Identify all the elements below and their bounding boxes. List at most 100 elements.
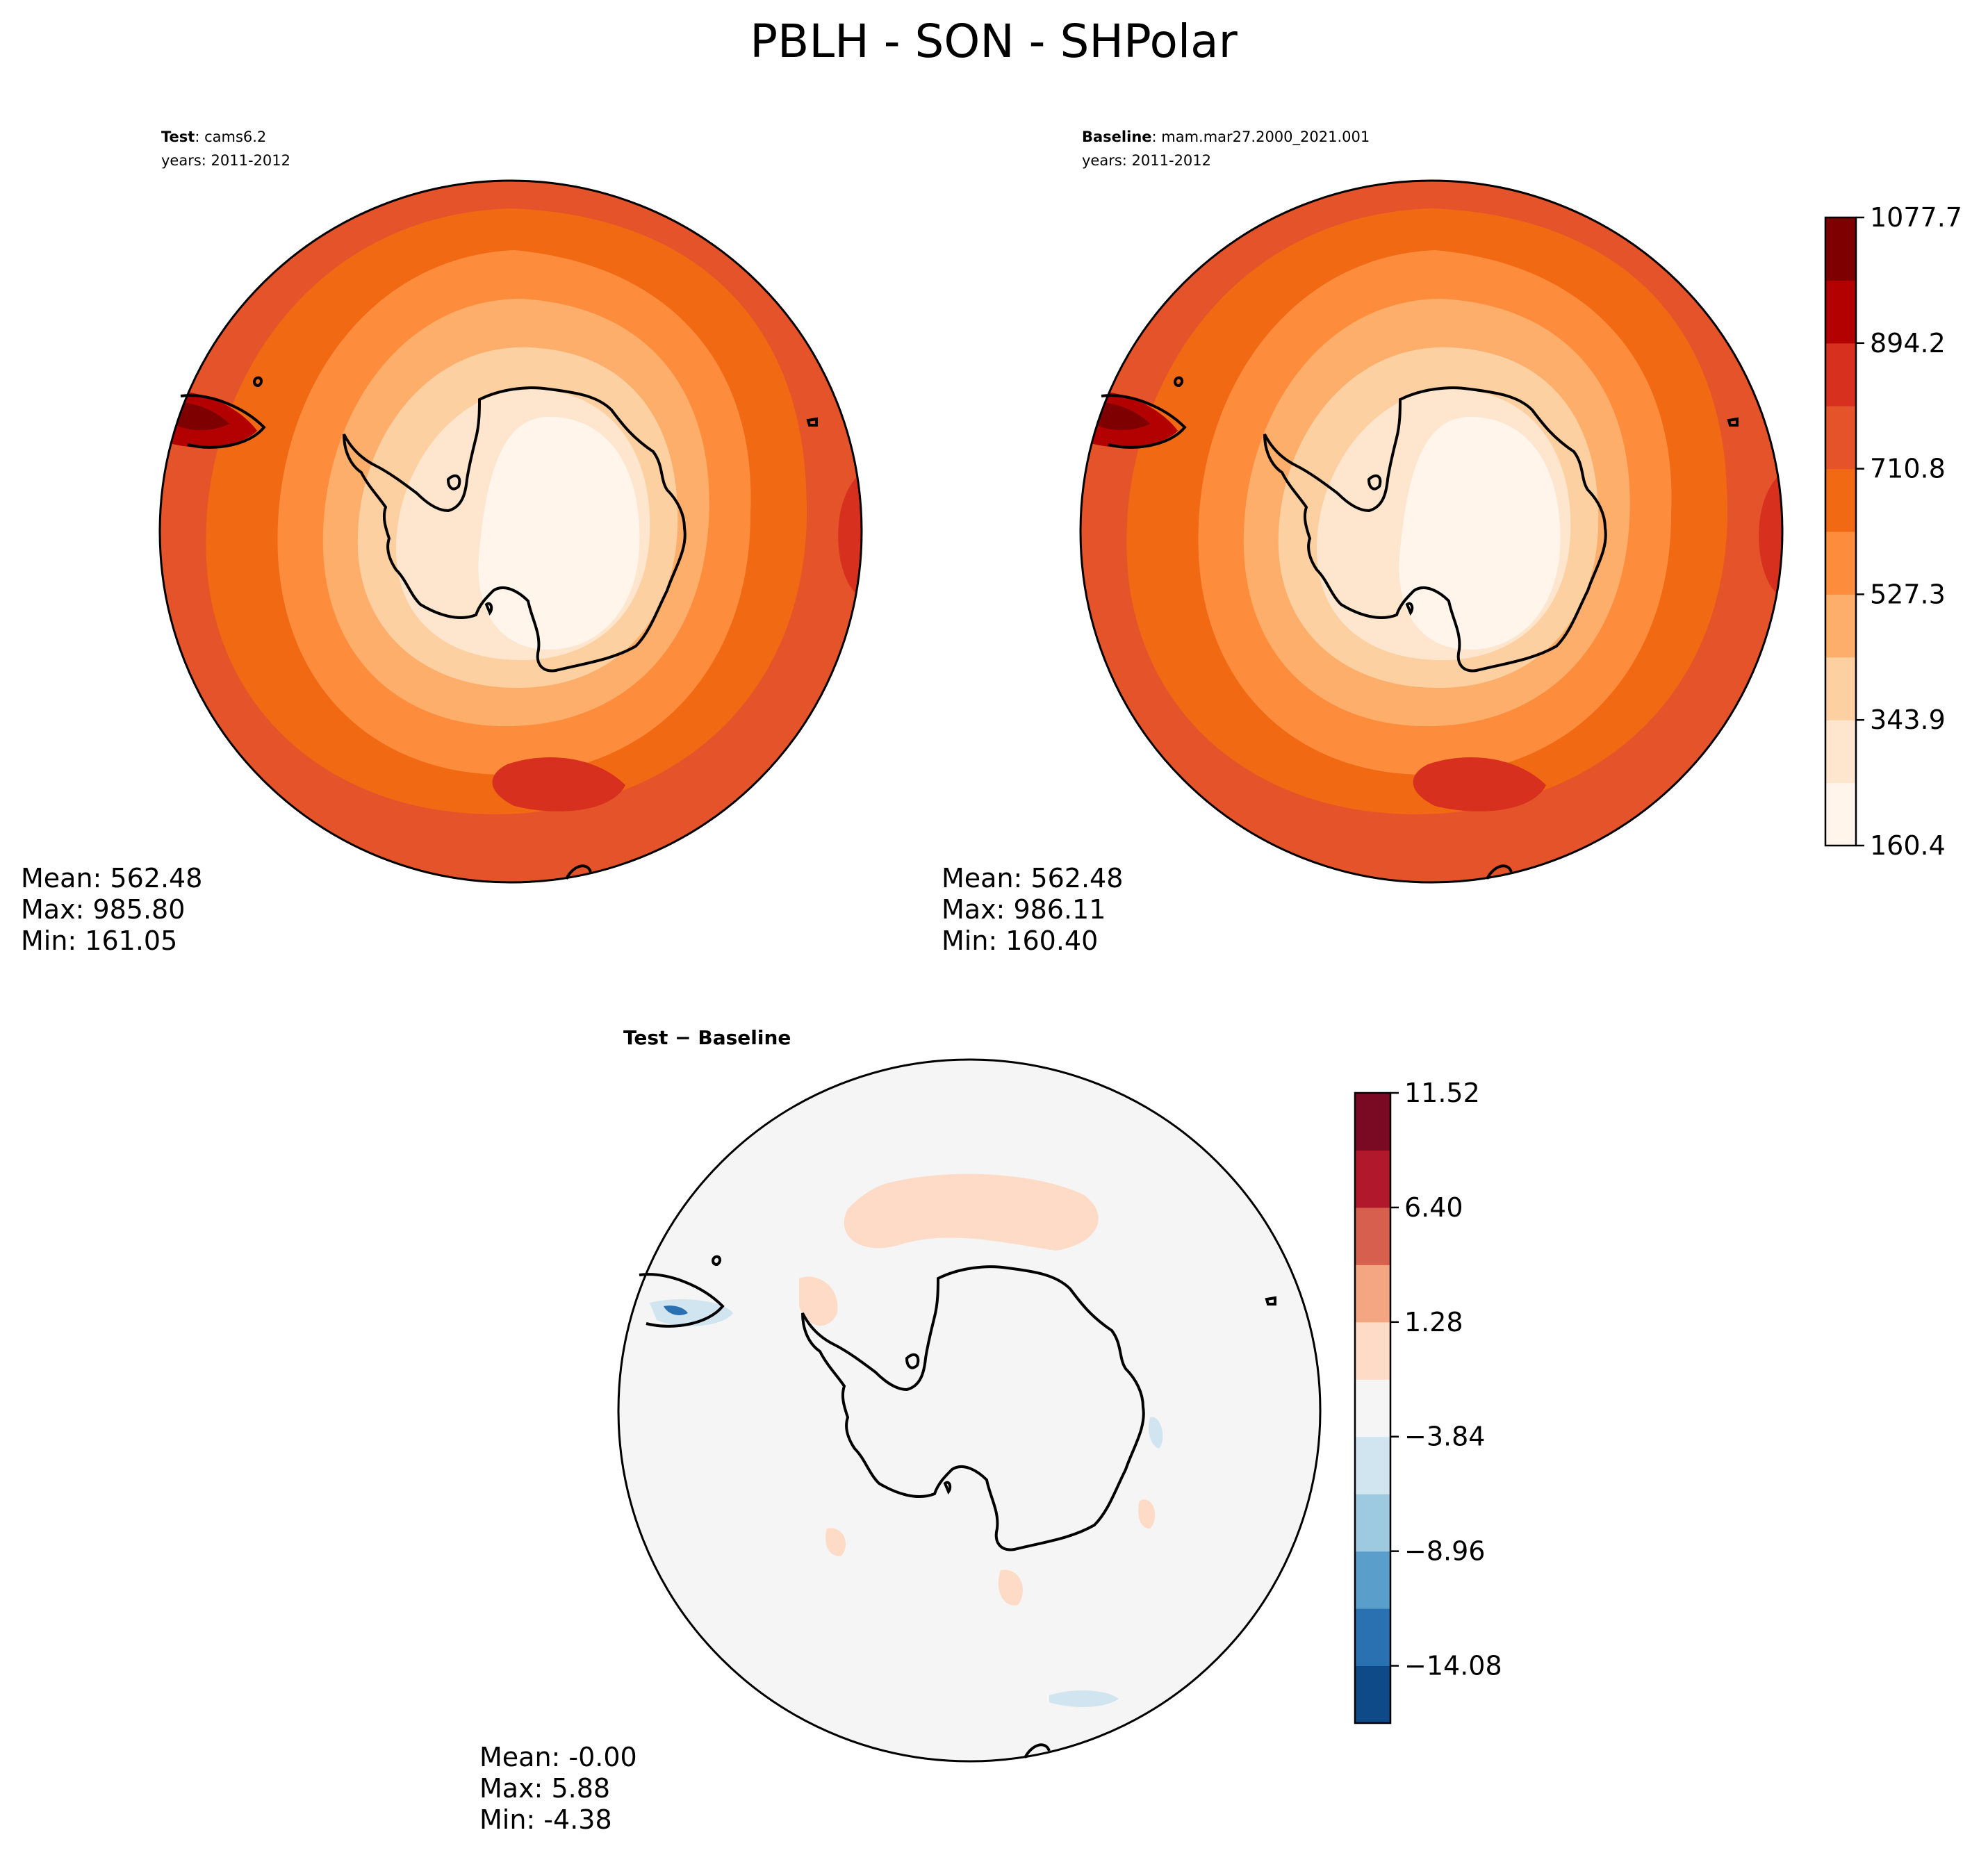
baseline-mean: Mean: 562.48 — [942, 863, 1123, 893]
diff-negative-patch-right — [1149, 1417, 1163, 1449]
main-colorbar-block — [1825, 406, 1856, 470]
diff-antarctica-coastline — [801, 1265, 1145, 1551]
main-colorbar-blocks — [1825, 217, 1856, 846]
baseline-new-zealand-tip — [1486, 864, 1513, 880]
diff-colorbar-block — [1355, 1379, 1390, 1438]
test-panel-label: Test: cams6.2 — [161, 129, 266, 145]
diff-colorbar-block — [1355, 1265, 1390, 1323]
main-colorbar-block — [1825, 782, 1856, 846]
main-colorbar-block — [1825, 280, 1856, 344]
test-label-bold: Test — [161, 129, 195, 145]
test-island-1 — [446, 474, 461, 491]
main-colorbar-tick-label: 527.3 — [1870, 579, 1946, 609]
baseline-band-lightest — [1399, 417, 1561, 650]
diff-colorbar-block — [1355, 1551, 1390, 1609]
diff-colorbar-block — [1355, 1494, 1390, 1552]
diff-colorbar-block — [1355, 1150, 1390, 1208]
diff-negative-core-drake — [664, 1306, 688, 1315]
diff-colorbar: −14.08 −8.96 −3.84 1.28 6.40 11.52 — [1354, 1078, 1502, 1724]
diff-panel: Test − Baseline Mean: -0.00 Max: 5.88 Mi… — [479, 1026, 1322, 1835]
diff-map-border — [617, 1058, 1322, 1763]
diff-colorbar-tick-label: 1.28 — [1404, 1307, 1463, 1337]
main-colorbar-tick-label: 894.2 — [1870, 328, 1946, 359]
diff-colorbar-block — [1355, 1207, 1390, 1265]
baseline-falkland-islands — [1174, 376, 1184, 388]
baseline-years: years: 2011-2012 — [1082, 152, 1211, 169]
test-subantarctic-island — [806, 417, 818, 427]
diff-subantarctic-island — [1265, 1296, 1276, 1306]
baseline-label-bold: Baseline — [1082, 129, 1152, 145]
figure-title: PBLH - SON - SHPolar — [750, 15, 1238, 68]
main-colorbar-block — [1825, 532, 1856, 595]
baseline-max: Max: 986.11 — [942, 894, 1106, 925]
test-map — [160, 181, 862, 882]
main-colorbar-block — [1825, 657, 1856, 720]
main-colorbar-block — [1825, 343, 1856, 406]
main-colorbar-tick-label: 1077.7 — [1870, 202, 1962, 233]
diff-island-1 — [905, 1353, 920, 1369]
test-hotspot-bottom — [492, 757, 625, 812]
diff-colorbar-block — [1355, 1093, 1390, 1151]
test-panel: Test: cams6.2 years: 2011-2012 Mea — [21, 129, 863, 956]
main-colorbar: 160.4 343.9 527.3 710.8 894.2 1077.7 — [1824, 202, 1962, 861]
test-min: Min: 161.05 — [21, 925, 177, 956]
baseline-island-2 — [1405, 602, 1414, 616]
main-colorbar-ticks: 160.4 343.9 527.3 710.8 894.2 1077.7 — [1856, 202, 1962, 861]
diff-colorbar-block — [1355, 1665, 1390, 1724]
baseline-coastlines — [1101, 376, 1739, 880]
diff-background — [618, 1060, 1320, 1761]
diff-positive-ring — [844, 1173, 1099, 1251]
main-colorbar-block — [1825, 720, 1856, 784]
baseline-antarctica-coastline — [1263, 386, 1607, 673]
diff-colorbar-block — [1355, 1436, 1390, 1494]
baseline-label-rest: : mam.mar27.2000_2021.001 — [1152, 129, 1370, 146]
baseline-south-america-tip — [1101, 394, 1187, 449]
diff-mean: Mean: -0.00 — [479, 1742, 637, 1772]
main-colorbar-block — [1825, 468, 1856, 532]
diff-island-2 — [943, 1481, 952, 1495]
main-colorbar-block — [1825, 217, 1856, 281]
baseline-hotspot-bottom — [1413, 757, 1546, 812]
baseline-hotspot-right — [1759, 472, 1782, 598]
diff-max: Max: 5.88 — [479, 1773, 610, 1804]
diff-coastlines — [639, 1255, 1276, 1759]
diff-min: Min: -4.38 — [479, 1804, 612, 1835]
test-coastlines — [180, 376, 818, 880]
diff-colorbar-block — [1355, 1321, 1390, 1380]
test-falkland-islands — [253, 376, 263, 388]
test-years: years: 2011-2012 — [161, 152, 290, 169]
main-colorbar-tick-label: 343.9 — [1870, 705, 1946, 735]
diff-positive-patch-lower-left — [825, 1528, 846, 1556]
diff-colorbar-tick-label: 6.40 — [1404, 1192, 1463, 1223]
test-south-america-tip — [180, 394, 266, 449]
main-colorbar-tick-label: 160.4 — [1870, 830, 1946, 861]
diff-south-america-tip — [639, 1273, 725, 1328]
diff-colorbar-tick-label: −3.84 — [1404, 1422, 1485, 1452]
baseline-min: Min: 160.40 — [942, 925, 1098, 956]
diff-map — [618, 1060, 1320, 1761]
diff-negative-patch-bottom-right — [1049, 1690, 1119, 1707]
test-max: Max: 985.80 — [21, 894, 185, 925]
diff-positive-patch-right — [1138, 1499, 1156, 1529]
test-band-lightest — [478, 417, 640, 650]
diff-positive-patch-bottom — [998, 1570, 1023, 1606]
baseline-map-border — [1079, 179, 1784, 884]
diff-falkland-islands — [712, 1255, 722, 1267]
diff-colorbar-frame — [1354, 1092, 1392, 1724]
test-antarctica-coastline — [343, 386, 687, 673]
test-label-rest: : cams6.2 — [195, 129, 266, 145]
diff-panel-label: Test − Baseline — [623, 1026, 791, 1049]
diff-colorbar-tick-label: 11.52 — [1404, 1078, 1480, 1108]
baseline-panel: Baseline: mam.mar27.2000_2021.001 years:… — [942, 129, 1784, 956]
baseline-panel-label: Baseline: mam.mar27.2000_2021.001 — [1082, 129, 1370, 146]
test-island-2 — [484, 602, 493, 616]
test-mean: Mean: 562.48 — [21, 863, 202, 893]
test-hotspot-right — [838, 472, 862, 598]
baseline-map — [1081, 181, 1782, 882]
main-colorbar-block — [1825, 594, 1856, 658]
main-colorbar-tick-label: 710.8 — [1870, 454, 1946, 484]
test-new-zealand-tip — [565, 864, 592, 880]
test-map-border — [158, 179, 863, 884]
diff-positive-patch-left — [799, 1276, 838, 1326]
